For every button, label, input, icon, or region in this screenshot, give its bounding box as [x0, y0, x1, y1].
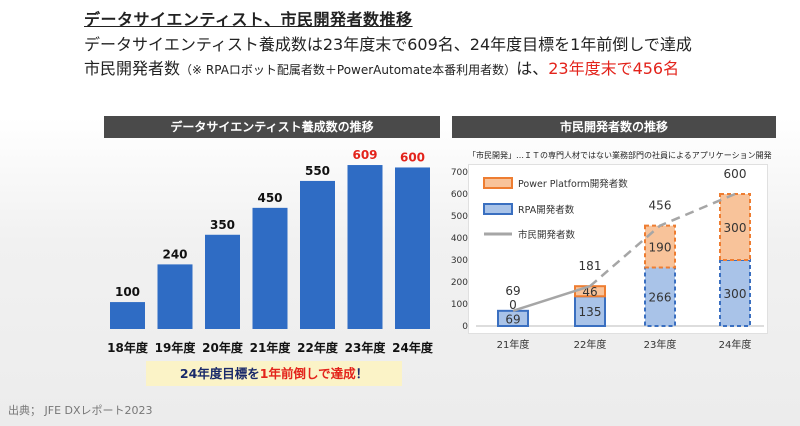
legend-pp-swatch — [483, 177, 513, 189]
line-total-solid — [512, 284, 591, 313]
bar-ds-5 — [347, 165, 383, 329]
tick-label-ds-4: 22年度 — [297, 340, 339, 355]
legend-rpa-swatch — [483, 203, 513, 215]
y-tick-0: 0 — [462, 322, 468, 332]
label-rpa-1: 135 — [579, 305, 602, 319]
citizen-dev-note: 「市民開発」…ＩＴの専門人材ではない業務部門の社員によるアプリケーション開発 — [468, 151, 772, 160]
tick-label-ds-1: 19年度 — [155, 340, 197, 355]
y-tick-4: 400 — [451, 234, 468, 244]
data-label-ds-0: 100 — [115, 285, 140, 299]
bar-ds-4 — [300, 180, 335, 329]
tick-label-ds-5: 23年度 — [345, 340, 387, 355]
label-pp-1: 46 — [582, 285, 597, 299]
legend-rpa-label: RPA開発者数 — [518, 204, 575, 216]
summary-prefix: 市民開発者数 — [84, 59, 181, 78]
bar-ds-0 — [110, 302, 145, 329]
line-total-dashed — [589, 192, 736, 288]
label-pp-3: 300 — [724, 221, 747, 235]
bar-pp-3 — [719, 193, 751, 261]
label-total-0: 69 — [505, 284, 520, 298]
left-panel-title: データサイエンティスト養成数の推移 — [104, 116, 440, 138]
label-total-2: 456 — [649, 199, 672, 213]
data-label-ds-6: 600 — [400, 150, 425, 164]
y-tick-6: 600 — [451, 190, 468, 200]
target-banner: 24年度目標を1年前倒しで達成！ — [146, 361, 402, 386]
bar-rpa-3 — [719, 259, 751, 327]
tick-label-ds-3: 21年度 — [250, 340, 292, 355]
tick-label-ds-2: 20年度 — [202, 340, 244, 355]
summary-note: （※ RPAロボット配属者数＋PowerAutomate本番利用者数） — [180, 63, 517, 77]
y-tick-5: 500 — [451, 212, 468, 222]
source-credit: 出典； JFE DXレポート2023 — [8, 404, 153, 417]
target-highlight: 1年前倒しで達成 — [259, 366, 356, 381]
bar-ds-6 — [395, 167, 430, 329]
right-panel-title: 市民開発者数の推移 — [452, 116, 776, 138]
page-title: データサイエンティスト、市民開発者数推移 — [84, 10, 413, 29]
data-label-ds-3: 450 — [257, 191, 282, 205]
y-tick-7: 700 — [451, 168, 468, 178]
summary-highlight: 23年度末で456名 — [548, 59, 680, 78]
y-tick-3: 300 — [451, 256, 468, 266]
legend-line-label: 市民開発者数 — [518, 229, 576, 241]
target-prefix: 24年度目標を — [179, 366, 260, 381]
label-rpa-3: 300 — [724, 287, 747, 301]
x-tick-2: 23年度 — [644, 338, 677, 351]
x-tick-3: 24年度 — [719, 338, 752, 351]
data-label-ds-5: 609 — [352, 148, 377, 162]
y-tick-2: 200 — [451, 278, 468, 288]
tick-label-ds-0: 18年度 — [107, 340, 149, 355]
tick-label-ds-6: 24年度 — [392, 340, 434, 355]
right-chart-frame — [468, 164, 768, 334]
y-tick-1: 100 — [451, 300, 468, 310]
x-tick-0: 21年度 — [497, 338, 530, 351]
data-label-ds-4: 550 — [305, 164, 330, 178]
bar-ds-2 — [205, 234, 240, 329]
label-pp-0: 0 — [509, 298, 517, 312]
bar-ds-3 — [252, 207, 288, 329]
label-pp-2: 190 — [649, 241, 672, 255]
data-label-ds-2: 350 — [210, 218, 235, 232]
data-label-ds-1: 240 — [162, 247, 187, 261]
bar-ds-1 — [157, 264, 193, 329]
x-tick-1: 22年度 — [574, 338, 607, 351]
target-suffix: ！ — [355, 366, 369, 381]
label-total-1: 181 — [579, 259, 602, 273]
summary-line: 市民開発者数（※ RPAロボット配属者数＋PowerAutomate本番利用者数… — [84, 55, 679, 79]
bar-rpa-2 — [644, 266, 676, 328]
subtitle-line: データサイエンティスト養成数は23年度末で609名、24年度目標を1年前倒しで達… — [84, 35, 692, 54]
legend-pp-label: Power Platform開発者数 — [518, 178, 628, 190]
summary-mid: は、 — [516, 59, 549, 78]
label-rpa-2: 266 — [649, 291, 672, 305]
label-total-3: 600 — [724, 167, 747, 181]
label-rpa-0: 69 — [505, 312, 520, 326]
